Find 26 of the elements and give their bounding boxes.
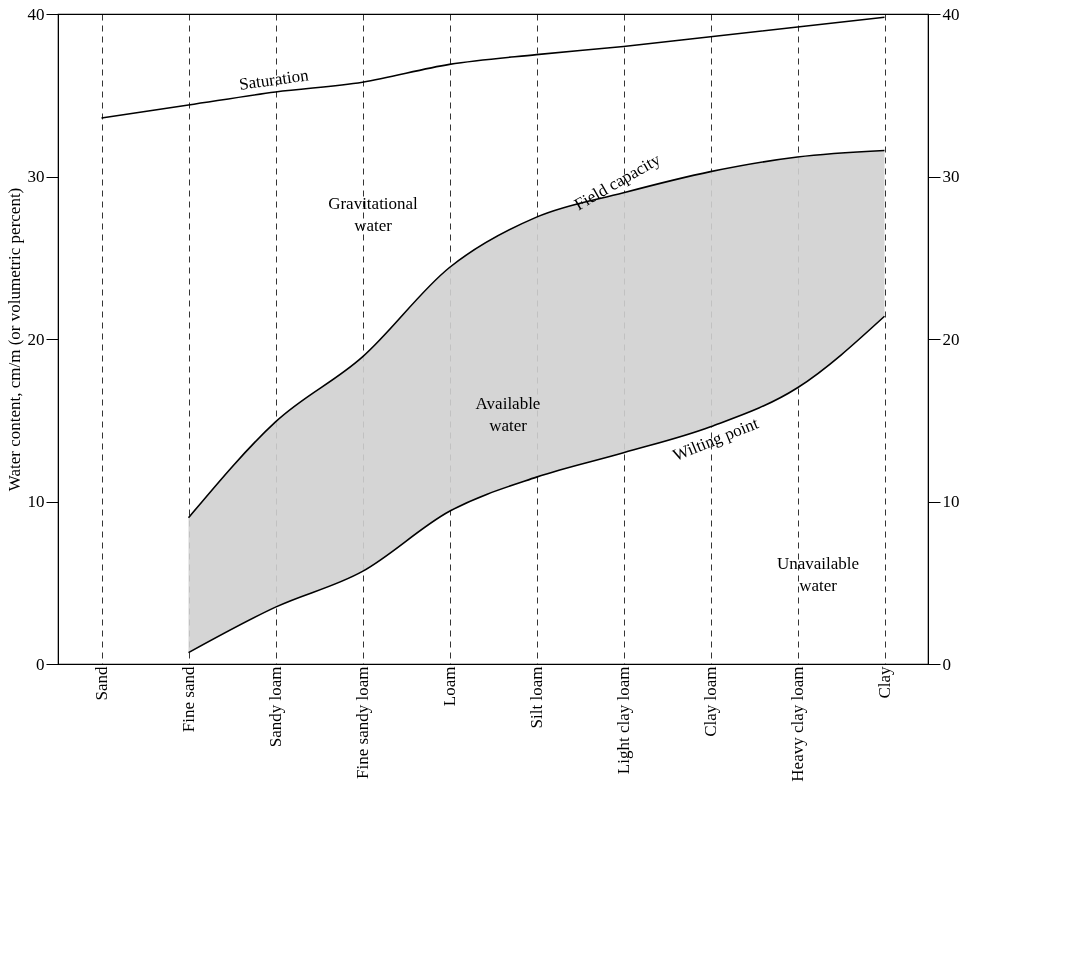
text: Wilting point [670,413,762,466]
x-tick-label: Fine sand [179,666,198,733]
annotation: Unavailable water [776,554,860,595]
annotation: Available water [475,394,541,435]
y-tick-label: 10 [27,492,45,511]
y2-tick-label: 20 [942,329,960,349]
y2-tick-label: 10 [942,492,960,511]
x-tick-label: Clay loam [701,666,720,737]
x-tick-label: Sand [92,666,111,701]
x-tick-label: Clay [875,666,894,699]
x-tick-label: Sandy loam [266,666,285,748]
y2-tick-label: 0 [942,654,951,674]
x-tick-label: Silt loam [527,666,546,729]
x-tick-label: Loam [440,666,459,707]
x-tick-label: Heavy clay loam [788,666,807,782]
y2-tick-label: 30 [942,167,960,186]
y-tick-label: 20 [27,329,45,349]
y-tick-label: 40 [27,4,45,24]
x-tick-label: Fine sandy loam [353,666,372,779]
y-tick-label: 0 [36,654,45,674]
y-tick-label: 30 [27,167,45,186]
x-tick-label: Light clay loam [614,666,633,775]
y2-tick-label: 40 [942,4,960,24]
text: Saturation [237,65,311,94]
annotation: Gravitational water [328,194,419,235]
y-axis-title: Water content, cm/m (or volumetric percent) [4,187,24,492]
